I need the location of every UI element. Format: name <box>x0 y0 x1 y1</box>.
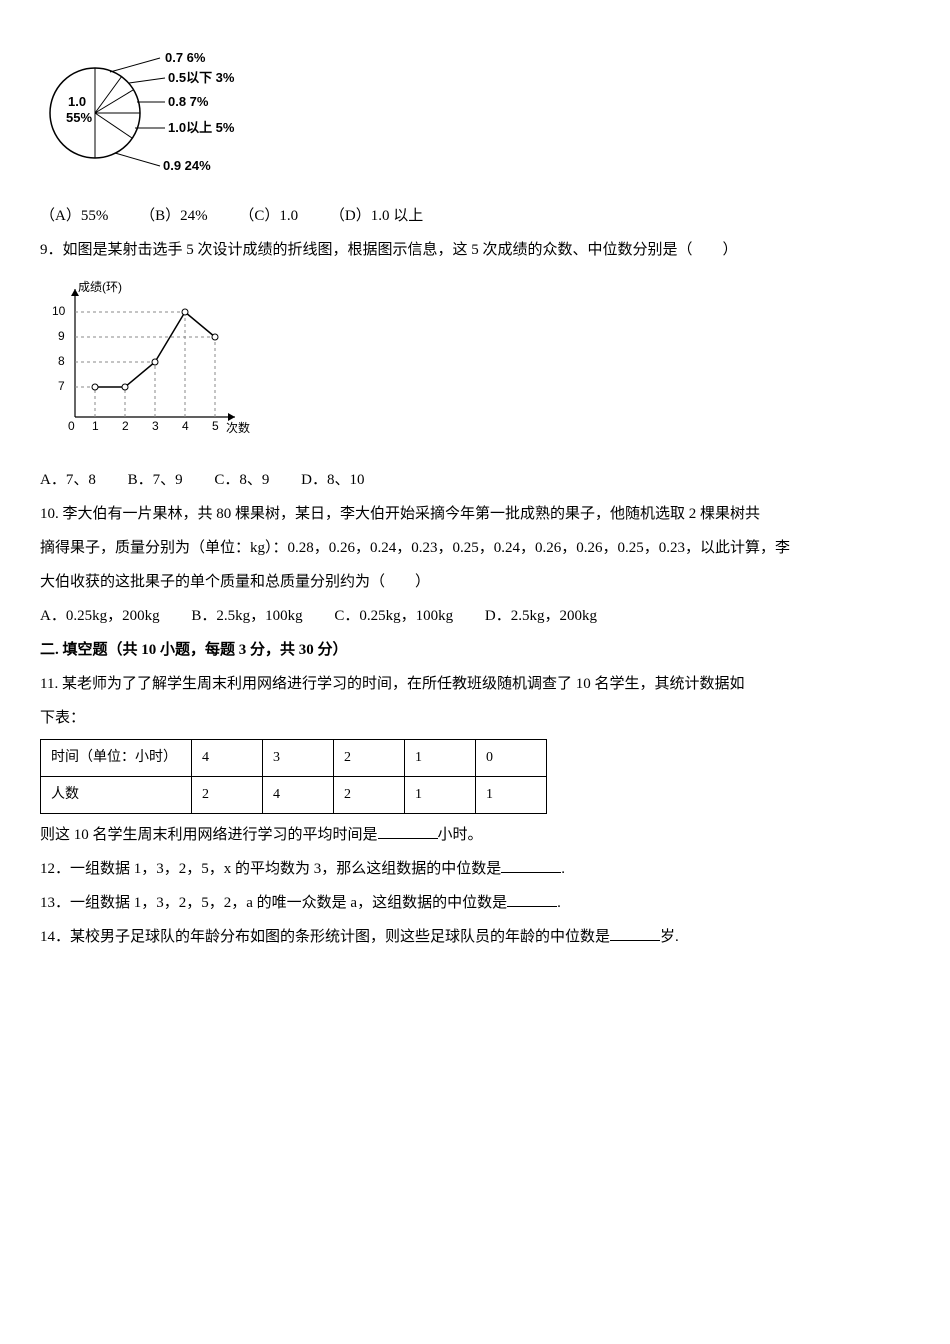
pie-chart: 1.0 55% 0.7 6% 0.5以下 3% 0.8 7% 1.0以上 5% … <box>40 48 300 189</box>
q11-result: 则这 10 名学生周末利用网络进行学习的平均时间是 小时。 <box>40 820 910 850</box>
q11-table: 时间（单位：小时） 4 3 2 1 0 人数 2 4 2 1 1 <box>40 739 547 814</box>
q10-line1: 10. 李大伯有一片果林，共 80 棵果树，某日，李大伯开始采摘今年第一批成熟的… <box>40 499 910 529</box>
q8-option-b: （B）24% <box>140 208 208 224</box>
blank-input[interactable] <box>507 891 557 907</box>
table-cell: 2 <box>334 740 405 777</box>
q14-text: 14．某校男子足球队的年龄分布如图的条形统计图，则这些足球队员的年龄的中位数是 岁… <box>40 922 910 952</box>
q9-options: A．7、8 B．7、9 C．8、9 D．8、10 <box>40 465 910 495</box>
line-chart: 7 8 9 10 0 1 2 3 4 5 成绩(环) 次数 <box>40 277 260 453</box>
q13-text: 13．一组数据 1，3，2，5，2，a 的唯一众数是 a，这组数据的中位数是. <box>40 888 910 918</box>
table-cell: 1 <box>405 740 476 777</box>
table-cell: 4 <box>192 740 263 777</box>
xtick-1: 1 <box>92 419 99 433</box>
q14-prefix: 14．某校男子足球队的年龄分布如图的条形统计图，则这些足球队员的年龄的中位数是 <box>40 929 610 945</box>
q12-suffix: . <box>561 861 565 877</box>
table-cell: 2 <box>192 777 263 814</box>
table-cell: 1 <box>476 777 547 814</box>
q9-option-b: B．7、9 <box>128 472 183 488</box>
pie-label-4: 1.0以上 5% <box>168 120 235 135</box>
pie-center-top: 1.0 <box>68 94 86 109</box>
q10-options: A．0.25kg，200kg B．2.5kg，100kg C．0.25kg，10… <box>40 601 910 631</box>
pie-center-bottom: 55% <box>66 110 92 125</box>
ytick-9: 9 <box>58 329 65 343</box>
table-row: 时间（单位：小时） 4 3 2 1 0 <box>41 740 547 777</box>
table-row: 人数 2 4 2 1 1 <box>41 777 547 814</box>
q10-option-c: C．0.25kg，100kg <box>334 608 453 624</box>
q8-option-a: （A）55% <box>40 208 108 224</box>
q11-result-prefix: 则这 10 名学生周末利用网络进行学习的平均时间是 <box>40 827 378 843</box>
q13-suffix: . <box>557 895 561 911</box>
pie-label-2: 0.5以下 3% <box>168 70 235 85</box>
xtick-4: 4 <box>182 419 189 433</box>
q10-option-a: A．0.25kg，200kg <box>40 608 160 624</box>
q14-suffix: 岁. <box>660 929 679 945</box>
q11-line2: 下表： <box>40 703 910 733</box>
line-chart-y-title: 成绩(环) <box>78 280 122 294</box>
q10-option-b: B．2.5kg，100kg <box>191 608 302 624</box>
pie-label-5: 0.9 24% <box>163 158 211 173</box>
q12-text: 12．一组数据 1，3，2，5，x 的平均数为 3，那么这组数据的中位数是. <box>40 854 910 884</box>
q9-option-a: A．7、8 <box>40 472 96 488</box>
ytick-7: 7 <box>58 379 65 393</box>
blank-input[interactable] <box>610 925 660 941</box>
q10-line2: 摘得果子，质量分别为（单位：kg）：0.28，0.26，0.24，0.23，0.… <box>40 533 910 563</box>
ytick-8: 8 <box>58 354 65 368</box>
xtick-3: 3 <box>152 419 159 433</box>
q13-prefix: 13．一组数据 1，3，2，5，2，a 的唯一众数是 a，这组数据的中位数是 <box>40 895 507 911</box>
table-cell: 3 <box>263 740 334 777</box>
q9-option-c: C．8、9 <box>214 472 269 488</box>
row2-label: 人数 <box>41 777 192 814</box>
blank-input[interactable] <box>501 857 561 873</box>
table-cell: 4 <box>263 777 334 814</box>
row1-label: 时间（单位：小时） <box>41 740 192 777</box>
table-cell: 1 <box>405 777 476 814</box>
q10-line3: 大伯收获的这批果子的单个质量和总质量分别约为（ ） <box>40 567 910 597</box>
table-cell: 0 <box>476 740 547 777</box>
q8-option-c: （C）1.0 <box>239 208 298 224</box>
pie-label-3: 0.8 7% <box>168 94 209 109</box>
table-cell: 2 <box>334 777 405 814</box>
q8-options: （A）55% （B）24% （C）1.0 （D）1.0 以上 <box>40 201 910 231</box>
section2-title: 二. 填空题（共 10 小题，每题 3 分，共 30 分） <box>40 635 910 665</box>
q8-option-d: （D）1.0 以上 <box>330 208 423 224</box>
pie-label-1: 0.7 6% <box>165 50 206 65</box>
xtick-5: 5 <box>212 419 219 433</box>
q11-line1: 11. 某老师为了了解学生周末利用网络进行学习的时间，在所任教班级随机调查了 1… <box>40 669 910 699</box>
q9-option-d: D．8、10 <box>301 472 364 488</box>
q11-result-suffix: 小时。 <box>438 827 483 843</box>
xtick-0: 0 <box>68 419 75 433</box>
q9-text: 9．如图是某射击选手 5 次设计成绩的折线图，根据图示信息，这 5 次成绩的众数… <box>40 235 910 265</box>
line-chart-x-title: 次数 <box>226 420 250 435</box>
q12-prefix: 12．一组数据 1，3，2，5，x 的平均数为 3，那么这组数据的中位数是 <box>40 861 501 877</box>
ytick-10: 10 <box>52 304 66 318</box>
q10-option-d: D．2.5kg，200kg <box>485 608 597 624</box>
blank-input[interactable] <box>378 823 438 839</box>
xtick-2: 2 <box>122 419 129 433</box>
